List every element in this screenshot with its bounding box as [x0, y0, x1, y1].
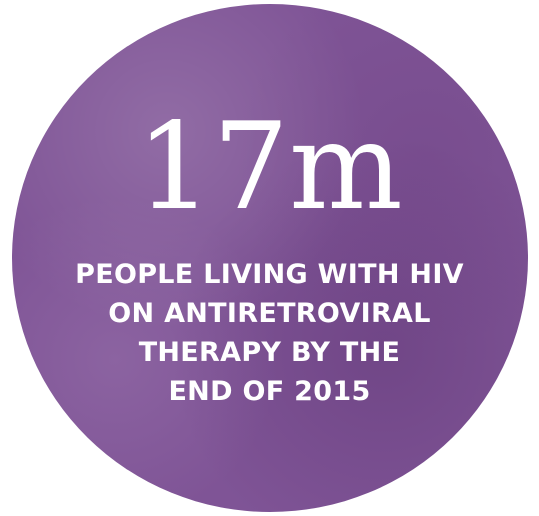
caption-line-4: END OF 2015 [168, 376, 371, 407]
caption-line-1: PEOPLE LIVING WITH HIV [75, 259, 464, 290]
caption-line-2: ON ANTIRETROVIRAL [108, 298, 431, 329]
stat-circle-background [12, 4, 528, 512]
caption-line-3: THERAPY BY THE [138, 337, 401, 368]
stat-caption: PEOPLE LIVING WITH HIV ON ANTIRETROVIRAL… [0, 255, 539, 411]
stat-value: 17m [136, 98, 403, 237]
